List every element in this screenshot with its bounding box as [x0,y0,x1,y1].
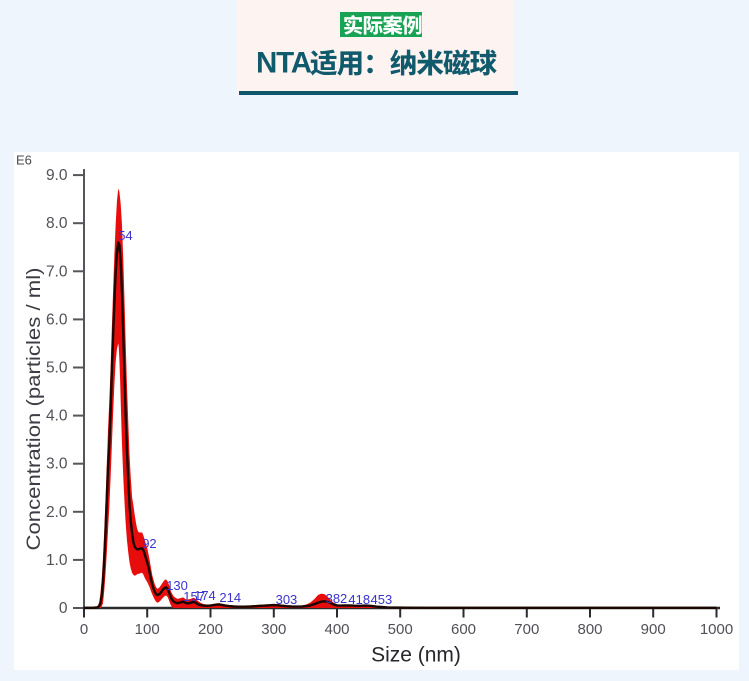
svg-text:6.0: 6.0 [46,311,68,328]
svg-text:4.0: 4.0 [46,408,68,425]
svg-text:130: 130 [166,578,188,593]
svg-text:700: 700 [514,621,539,638]
svg-text:NTA: NTA [256,47,312,80]
svg-text:200: 200 [198,621,223,638]
svg-text:300: 300 [261,621,286,638]
svg-text:E6: E6 [16,153,32,168]
svg-text:1.0: 1.0 [46,552,68,569]
svg-text:Size (nm): Size (nm) [371,644,461,667]
svg-text:303: 303 [276,592,298,607]
svg-text:8.0: 8.0 [46,215,68,232]
svg-text:9.0: 9.0 [46,167,68,184]
svg-text:600: 600 [451,621,476,638]
svg-text:0: 0 [59,600,68,617]
svg-text:5.0: 5.0 [46,360,68,377]
svg-text:157: 157 [183,589,205,604]
svg-text:174: 174 [194,588,216,603]
svg-text:100: 100 [135,621,160,638]
svg-text:800: 800 [577,621,602,638]
svg-text:453: 453 [371,592,393,607]
svg-text:7.0: 7.0 [46,263,68,280]
svg-text:900: 900 [641,621,666,638]
svg-text:0: 0 [80,621,88,638]
svg-text:1000: 1000 [700,621,733,638]
svg-text:Concentration (particles / ml): Concentration (particles / ml) [23,268,45,551]
svg-text:3.0: 3.0 [46,456,68,473]
svg-text:214: 214 [219,590,241,605]
svg-text:500: 500 [388,621,413,638]
svg-text:92: 92 [142,536,156,551]
svg-text:2.0: 2.0 [46,504,68,521]
svg-text:54: 54 [118,228,132,243]
svg-text:400: 400 [324,621,349,638]
svg-text:382: 382 [326,591,348,606]
svg-text:418: 418 [348,592,370,607]
